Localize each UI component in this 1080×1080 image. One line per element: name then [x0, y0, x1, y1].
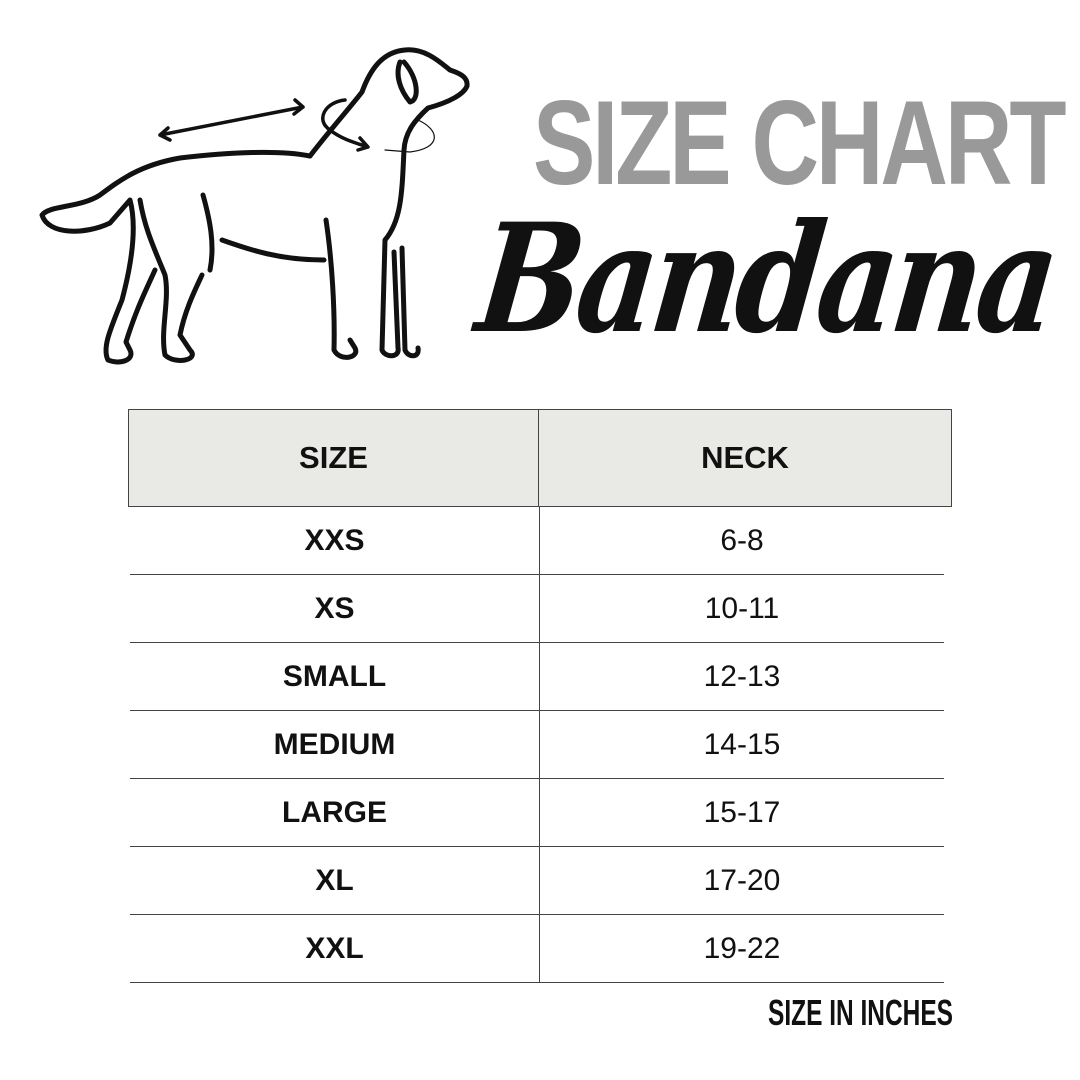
dog-measurement-illustration: [39, 47, 470, 365]
table-row: LARGE 15-17: [130, 779, 944, 847]
size-cell: MEDIUM: [130, 711, 540, 778]
neck-cell: 12-13: [703, 659, 781, 693]
product-subtitle: Bandana: [469, 191, 1063, 367]
size-cell: XXL: [130, 915, 540, 982]
size-cell: LARGE: [130, 779, 540, 846]
size-cell: SMALL: [130, 643, 540, 710]
table-row: XL 17-20: [130, 847, 944, 915]
table-row: XXL 19-22: [130, 915, 944, 983]
table-row: XS 10-11: [130, 575, 944, 643]
size-cell: XXS: [130, 507, 540, 574]
neck-cell: 10-11: [704, 591, 780, 625]
table-row: MEDIUM 14-15: [130, 711, 944, 779]
neck-cell: 17-20: [703, 863, 781, 897]
neck-cell: 14-15: [703, 727, 781, 761]
table-row: XXS 6-8: [130, 507, 944, 575]
size-chart-title: SIZE CHART: [533, 76, 1067, 210]
header-neck: NECK: [701, 440, 789, 475]
neck-cell: 19-22: [703, 931, 781, 965]
table-header: SIZE NECK: [128, 409, 952, 507]
size-cell: XL: [130, 847, 540, 914]
units-note: SIZE IN INCHES: [768, 992, 953, 1033]
neck-cell: 15-17: [703, 795, 781, 829]
size-cell: XS: [130, 575, 540, 642]
table-row: SMALL 12-13: [130, 643, 944, 711]
size-table: SIZE NECK XXS 6-8 XS 10-11 SMALL 12-13 MEDI…: [128, 409, 952, 983]
neck-cell: 6-8: [720, 523, 764, 557]
header-size: SIZE: [129, 410, 539, 506]
